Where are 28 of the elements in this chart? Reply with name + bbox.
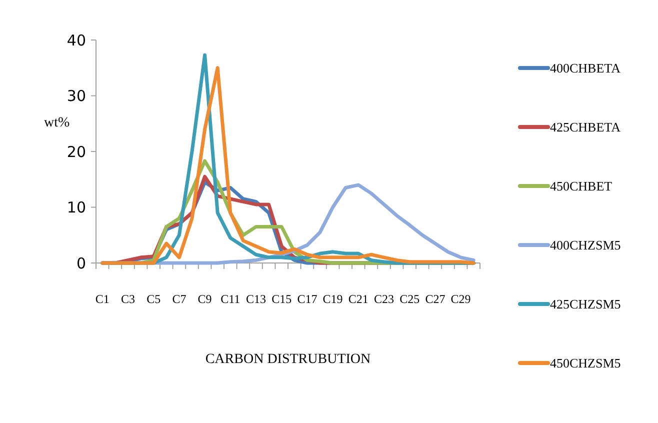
x-tick-label: C23	[374, 292, 394, 306]
y-tick-label: 10	[66, 198, 86, 216]
x-tick-label: C9	[198, 292, 212, 306]
y-axis-title: wt%	[44, 116, 70, 130]
x-tick-label: C1	[95, 292, 110, 306]
x-tick-label: C13	[246, 292, 266, 306]
x-tick-label: C19	[322, 292, 343, 306]
x-axis-title: CARBON DISTRUBUTION	[205, 352, 371, 367]
x-tick-label: C17	[297, 292, 318, 306]
y-tick-label: 30	[66, 87, 86, 105]
legend-label: 425CHZSM5	[550, 296, 621, 312]
y-tick-label: 20	[66, 142, 86, 161]
x-tick-label: C29	[450, 292, 471, 306]
legend-label: 450CHBET	[550, 178, 612, 194]
x-tick-label: C27	[425, 292, 446, 306]
x-tick-label: C3	[120, 292, 136, 306]
x-tick-label: C11	[220, 292, 240, 306]
y-tick-label: 40	[66, 31, 86, 50]
x-tick-label: C25	[400, 292, 420, 306]
legend-label: 450CHZSM5	[550, 356, 621, 371]
x-tick-label: C15	[272, 292, 292, 306]
x-tick-label: C21	[348, 292, 368, 306]
legend-label: 425CHBETA	[550, 120, 622, 135]
legend-label: 400CHBETA	[550, 60, 622, 76]
legend-label: 400CHZSM5	[550, 238, 621, 253]
y-tick-label: 0	[76, 254, 86, 272]
x-tick-label: C7	[172, 292, 186, 306]
x-tick-label: C5	[146, 292, 161, 306]
